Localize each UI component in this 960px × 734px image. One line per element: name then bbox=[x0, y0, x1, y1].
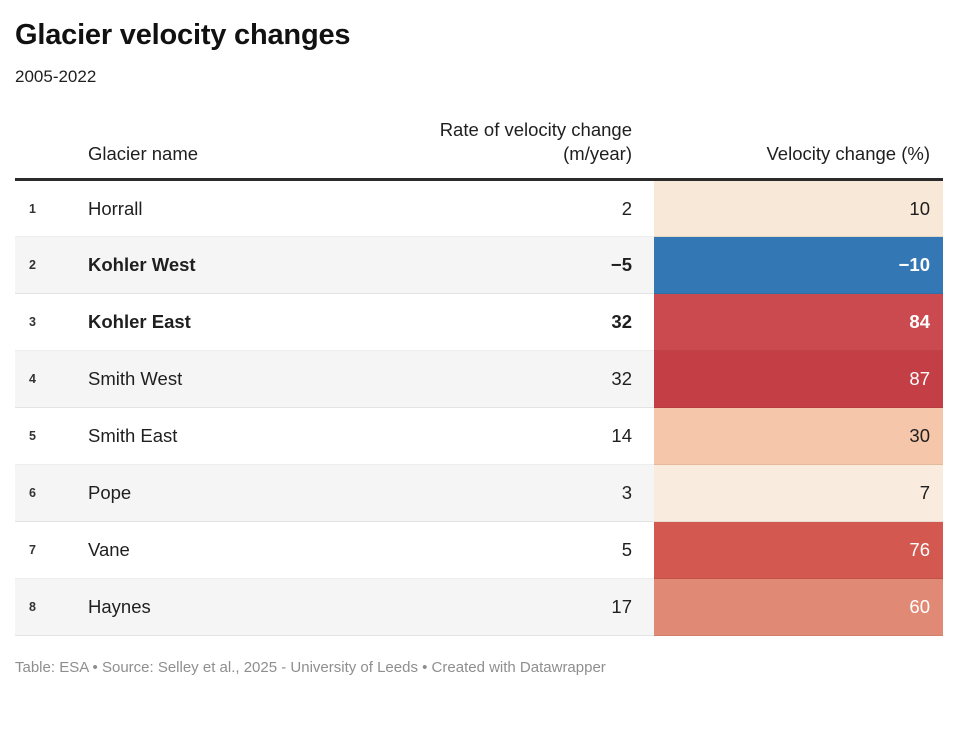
table-row: 5 Smith East 14 30 bbox=[15, 407, 943, 465]
rate-of-velocity-change-cell: 14 bbox=[378, 407, 654, 465]
velocity-change-cell: −10 bbox=[654, 236, 943, 294]
velocity-change-cell: 10 bbox=[654, 179, 943, 237]
chart-title: Glacier velocity changes bbox=[15, 19, 351, 51]
table-row: 3 Kohler East 32 84 bbox=[15, 293, 943, 351]
velocity-change-cell: 7 bbox=[654, 464, 943, 522]
table-row: 8 Haynes 17 60 bbox=[15, 578, 943, 636]
glacier-name-cell: Kohler West bbox=[88, 236, 378, 294]
table-row: 2 Kohler West −5 −10 bbox=[15, 236, 943, 294]
table-row: 1 Horrall 2 10 bbox=[15, 179, 943, 237]
header-velocity-change-pct: Velocity change (%) bbox=[654, 118, 943, 181]
row-number: 6 bbox=[15, 464, 88, 522]
glacier-velocity-table: Glacier name Rate of velocity change (m/y… bbox=[15, 118, 943, 636]
table-body: 1 Horrall 2 10 2 Kohler West −5 −10 3 Ko… bbox=[15, 179, 943, 636]
header-row-number bbox=[15, 118, 88, 181]
table-row: 7 Vane 5 76 bbox=[15, 521, 943, 579]
glacier-name-cell: Smith West bbox=[88, 350, 378, 408]
header-rate-line1: Rate of velocity change bbox=[439, 119, 632, 140]
row-number: 4 bbox=[15, 350, 88, 408]
row-number: 5 bbox=[15, 407, 88, 465]
table-row: 6 Pope 3 7 bbox=[15, 464, 943, 522]
rate-of-velocity-change-cell: 5 bbox=[378, 521, 654, 579]
rate-of-velocity-change-cell: 32 bbox=[378, 350, 654, 408]
velocity-change-cell: 84 bbox=[654, 293, 943, 351]
velocity-change-cell: 76 bbox=[654, 521, 943, 579]
row-number: 8 bbox=[15, 578, 88, 636]
glacier-name-cell: Haynes bbox=[88, 578, 378, 636]
glacier-name-cell: Vane bbox=[88, 521, 378, 579]
header-rate-of-velocity-change: Rate of velocity change (m/year) bbox=[378, 118, 654, 181]
glacier-name-cell: Smith East bbox=[88, 407, 378, 465]
glacier-name-cell: Pope bbox=[88, 464, 378, 522]
row-number: 2 bbox=[15, 236, 88, 294]
glacier-name-cell: Kohler East bbox=[88, 293, 378, 351]
header-glacier-name: Glacier name bbox=[88, 118, 378, 181]
rate-of-velocity-change-cell: 17 bbox=[378, 578, 654, 636]
row-number: 1 bbox=[15, 179, 88, 237]
rate-of-velocity-change-cell: −5 bbox=[378, 236, 654, 294]
table-footer-attribution: Table: ESA • Source: Selley et al., 2025… bbox=[15, 659, 606, 676]
row-number: 7 bbox=[15, 521, 88, 579]
rate-of-velocity-change-cell: 32 bbox=[378, 293, 654, 351]
rate-of-velocity-change-cell: 3 bbox=[378, 464, 654, 522]
table-row: 4 Smith West 32 87 bbox=[15, 350, 943, 408]
velocity-change-cell: 30 bbox=[654, 407, 943, 465]
header-rate-line2: (m/year) bbox=[563, 143, 632, 164]
velocity-change-cell: 87 bbox=[654, 350, 943, 408]
chart-subtitle: 2005-2022 bbox=[15, 67, 97, 86]
table-header-row: Glacier name Rate of velocity change (m/y… bbox=[15, 118, 943, 181]
glacier-name-cell: Horrall bbox=[88, 179, 378, 237]
rate-of-velocity-change-cell: 2 bbox=[378, 179, 654, 237]
velocity-change-cell: 60 bbox=[654, 578, 943, 636]
row-number: 3 bbox=[15, 293, 88, 351]
